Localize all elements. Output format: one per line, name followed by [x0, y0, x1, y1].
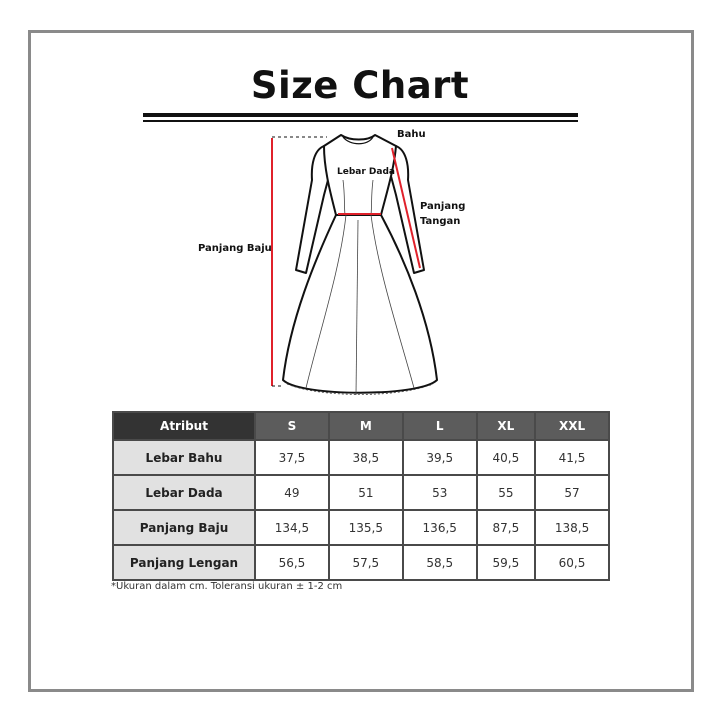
label-chest: Lebar Dada [337, 167, 395, 177]
cell: 51 [327, 474, 404, 511]
cell: 59,5 [475, 544, 537, 581]
cell: 55 [475, 474, 537, 511]
page-border [28, 30, 694, 692]
title-divider-thin [143, 120, 578, 122]
header-size: M [327, 411, 404, 441]
label-sleeve-2: Tangan [420, 216, 461, 227]
row-label: Panjang Baju [112, 509, 256, 546]
sleeve-measure-line [391, 147, 421, 269]
cell: 57,5 [327, 544, 404, 581]
cell: 40,5 [475, 439, 537, 476]
cell: 134,5 [254, 509, 330, 546]
row-label: Lebar Dada [112, 474, 256, 511]
cell: 60,5 [534, 544, 610, 581]
header-size: S [254, 411, 330, 441]
header-size: L [401, 411, 478, 441]
cell: 39,5 [401, 439, 478, 476]
table-row: Panjang Lengan 56,5 57,5 58,5 59,5 60,5 [112, 544, 610, 581]
cell: 138,5 [534, 509, 610, 546]
cell: 57 [534, 474, 610, 511]
cell: 38,5 [327, 439, 404, 476]
label-length: Panjang Baju [198, 243, 272, 254]
bodice [323, 134, 397, 216]
cell: 53 [401, 474, 478, 511]
footnote: *Ukuran dalam cm. Toleransi ukuran ± 1-2… [111, 581, 343, 592]
cell: 87,5 [475, 509, 537, 546]
neckline [342, 136, 374, 145]
cell: 49 [254, 474, 330, 511]
table-row: Lebar Dada 49 51 53 55 57 [112, 474, 610, 511]
row-label: Panjang Lengan [112, 544, 256, 581]
cell: 41,5 [534, 439, 610, 476]
header-size: XXL [534, 411, 610, 441]
header-attribute: Atribut [112, 411, 256, 441]
row-label: Lebar Bahu [112, 439, 256, 476]
skirt [282, 214, 438, 394]
size-table: Atribut S M L XL XXL Lebar Bahu 37,5 38,… [112, 411, 610, 581]
left-sleeve [295, 145, 333, 274]
table-row: Panjang Baju 134,5 135,5 136,5 87,5 138,… [112, 509, 610, 546]
table-row: Lebar Bahu 37,5 38,5 39,5 40,5 41,5 [112, 439, 610, 476]
cell: 135,5 [327, 509, 404, 546]
table-header-row: Atribut S M L XL XXL [112, 411, 610, 441]
label-sleeve-1: Panjang [420, 201, 466, 212]
cell: 136,5 [401, 509, 478, 546]
cell: 37,5 [254, 439, 330, 476]
label-shoulder: Bahu [397, 129, 426, 140]
title-divider [143, 113, 578, 117]
header-size: XL [475, 411, 537, 441]
cell: 56,5 [254, 544, 330, 581]
cell: 58,5 [401, 544, 478, 581]
page-title: Size Chart [250, 64, 470, 107]
